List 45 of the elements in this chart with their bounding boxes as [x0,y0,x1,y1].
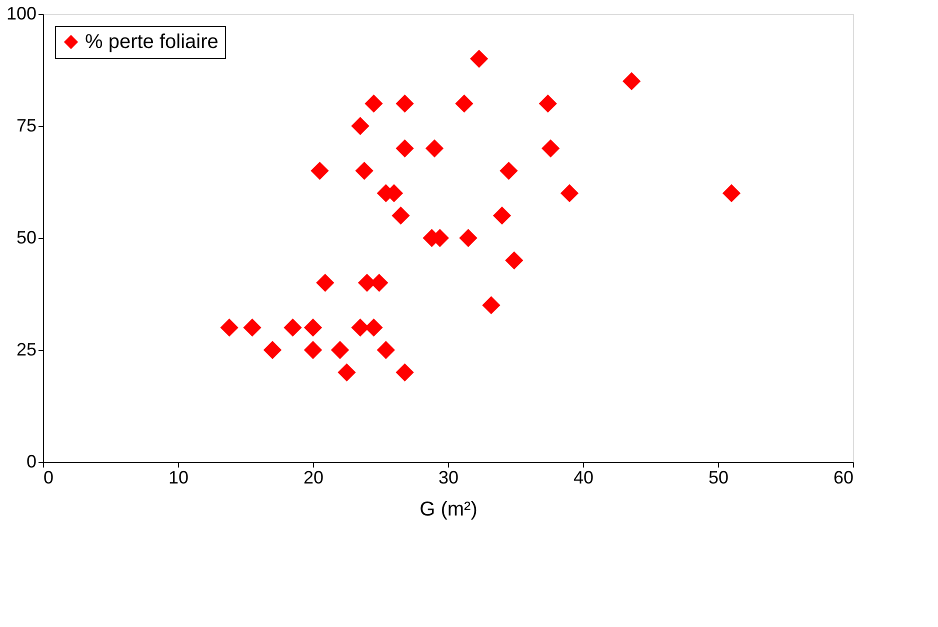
point [310,162,329,180]
point [538,94,557,113]
point [505,251,524,270]
point [220,318,238,337]
y-tick-label: 25 [16,340,36,360]
point [304,340,322,360]
point [243,318,262,337]
point [316,274,334,292]
point [459,228,478,248]
x-tick-label: 10 [168,468,189,488]
point [338,363,356,382]
point [263,340,282,360]
point [492,206,512,225]
point [425,139,444,158]
point [470,50,488,68]
x-tick-label: 30 [438,468,459,488]
x-axis-title: G (m²) [420,498,478,520]
point [396,94,414,113]
y-tick-label: 0 [26,452,36,472]
point [396,139,414,158]
point [376,340,395,360]
point [482,296,500,314]
x-tick-label: 20 [303,468,324,488]
point [355,162,374,180]
x-tick-label: 40 [573,468,594,488]
legend-label: % perte foliaire [85,31,218,53]
x-tick-label: 0 [44,468,54,488]
point [622,72,641,90]
y-tick-label: 50 [16,228,36,248]
x-tick-label: 50 [708,468,729,488]
point [396,363,414,382]
y-tick-label: 75 [16,116,36,136]
x-tick-label: 60 [833,468,854,488]
point [722,184,741,202]
point [330,340,350,360]
point [364,94,383,113]
point [500,162,518,180]
point [560,184,579,202]
point [284,318,302,337]
point [542,139,560,158]
y-tick-label: 100 [6,4,36,24]
point [455,94,474,113]
point [392,206,410,225]
point [351,116,370,136]
point [304,318,322,337]
